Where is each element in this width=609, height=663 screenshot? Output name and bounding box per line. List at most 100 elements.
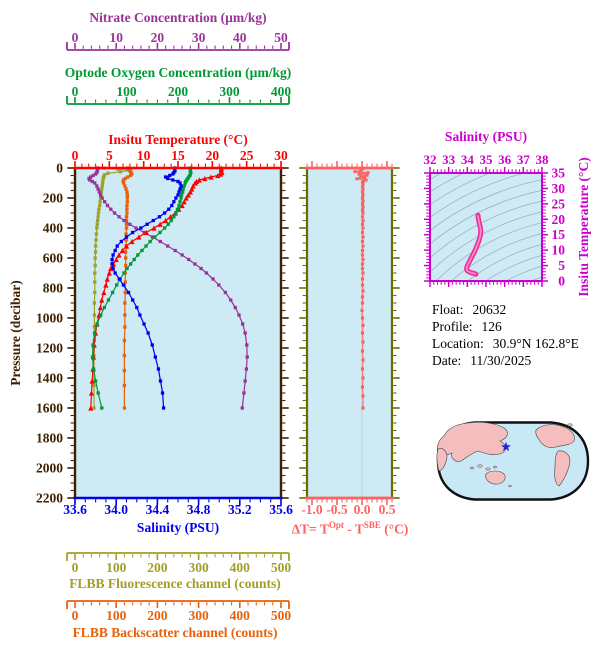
tick-label: 200	[147, 608, 168, 623]
profile-backscatter	[121, 166, 134, 410]
tick-label: 10	[109, 30, 123, 45]
tick-label: 0	[72, 560, 79, 575]
tick-label: 0	[558, 274, 565, 289]
tick-label: 30	[192, 30, 206, 45]
nitrate-axis-title: Nitrate Concentration (µm/kg)	[89, 10, 267, 25]
oxygen-axis: 0 100 200 300 400	[66, 84, 292, 105]
nitrate-axis: 0 10 20 30 40 50	[66, 30, 290, 51]
delta-t-curve	[353, 166, 370, 410]
tick-label: 0	[72, 30, 79, 45]
delta-t-plot: -1.0 -0.5 0.0 0.5	[299, 161, 400, 517]
fluorescence-axis: 0 100 200 300 400 500	[66, 552, 292, 575]
date-value: 11/30/2025	[470, 353, 532, 368]
profile-value: 126	[481, 319, 502, 334]
tick-label: 20	[206, 148, 220, 163]
tick-label: 0	[72, 148, 79, 163]
tick-label: 200	[147, 560, 168, 575]
tick-label: 34	[461, 152, 475, 167]
profile-oxygen	[90, 166, 193, 410]
profile-row: Profile: 126	[432, 318, 579, 335]
tick-label: 30	[274, 148, 288, 163]
tick-label: 34.8	[187, 502, 211, 517]
tick-label: 100	[106, 608, 127, 623]
delta-t-axis-title: ΔT= TOpt - TSBE (°C)	[292, 520, 409, 538]
tick-label: 5	[558, 258, 565, 273]
float-location-star	[501, 441, 511, 452]
ts-curve	[464, 212, 484, 277]
location-row: Location: 30.9°N 162.8°E	[432, 335, 579, 352]
float-id-value: 20632	[472, 302, 507, 317]
tick-label: 32	[424, 152, 437, 167]
tick-label: 400	[230, 608, 251, 623]
salinity-axis-title: Salinity (PSU)	[136, 520, 220, 535]
ts-temperature-axis-title: Insitu Temperature (°C)	[576, 157, 591, 297]
tick-label: 25	[240, 148, 254, 163]
float-id-row: Float: 20632	[432, 301, 579, 318]
delta-t-sup-sbe: SBE	[363, 520, 381, 530]
profile-fluorescence	[92, 166, 133, 410]
tick-label: 300	[188, 560, 209, 575]
tick-label: 35.6	[269, 502, 293, 517]
fluorescence-axis-title: FLBB Fluorescence channel (counts)	[69, 576, 281, 591]
tick-label: 200	[43, 191, 64, 206]
date-label: Date:	[432, 353, 462, 368]
tick-label: 35	[552, 166, 566, 181]
tick-label: 5	[106, 148, 113, 163]
profile-salinity	[110, 166, 183, 410]
world-map	[436, 421, 590, 501]
main-plot: 0200400600800100012001400160018002000220…	[36, 148, 293, 517]
tick-label: 300	[188, 608, 209, 623]
tick-label: 0.0	[354, 502, 371, 517]
tick-label: -1.0	[301, 502, 323, 517]
float-id-label: Float:	[432, 302, 464, 317]
tick-label: 37	[517, 152, 531, 167]
tick-label: 10	[137, 148, 151, 163]
float-info: Float: 20632 Profile: 126 Location: 30.9°N …	[432, 301, 579, 369]
tick-label: 34.4	[146, 502, 170, 517]
date-row: Date: 11/30/2025	[432, 352, 579, 369]
delta-t-title-part: - T	[343, 521, 364, 537]
tick-label: 34.0	[104, 502, 128, 517]
location-label: Location:	[432, 336, 484, 351]
tick-label: 20	[552, 212, 566, 227]
tick-label: 300	[219, 84, 240, 99]
tick-label: 2200	[36, 491, 63, 506]
tick-label: 33.6	[63, 502, 87, 517]
tick-label: 200	[168, 84, 189, 99]
tick-label: 500	[271, 560, 292, 575]
tick-label: 20	[151, 30, 165, 45]
tick-label: -0.5	[326, 502, 348, 517]
tick-label: 10	[552, 243, 566, 258]
tick-label: 35	[480, 152, 494, 167]
location-value: 30.9°N 162.8°E	[492, 336, 579, 351]
tick-label: 40	[233, 30, 247, 45]
profile-nitrate	[87, 166, 249, 410]
delta-t-title-part: (°C)	[380, 521, 409, 537]
temperature-axis-title: Insitu Temperature (°C)	[108, 132, 248, 147]
pressure-axis-title: Pressure (decibar)	[8, 280, 23, 386]
tick-label: 1600	[36, 401, 63, 416]
tick-label: 400	[271, 84, 292, 99]
tick-label: 25	[552, 196, 566, 211]
tick-label: 35.2	[228, 502, 252, 517]
tick-label: 400	[230, 560, 251, 575]
tick-label: 36	[498, 152, 512, 167]
tick-label: 1000	[36, 311, 63, 326]
tick-label: 0	[56, 161, 63, 176]
tick-label: 0	[72, 608, 79, 623]
tick-label: 100	[116, 84, 137, 99]
profile-label: Profile:	[432, 319, 473, 334]
tick-label: 1400	[36, 371, 63, 386]
tick-label: 33	[442, 152, 456, 167]
delta-t-sup-opt: Opt	[328, 520, 344, 530]
tick-label: 15	[171, 148, 185, 163]
delta-t-title-part: ΔT= T	[291, 521, 329, 537]
tick-label: 0	[72, 84, 79, 99]
oxygen-axis-title: Optode Oxygen Concentration (µm/kg)	[64, 65, 292, 80]
tick-label: 15	[552, 227, 566, 242]
tick-label: 1800	[36, 431, 63, 446]
tick-label: 100	[106, 560, 127, 575]
tick-label: 800	[43, 281, 64, 296]
